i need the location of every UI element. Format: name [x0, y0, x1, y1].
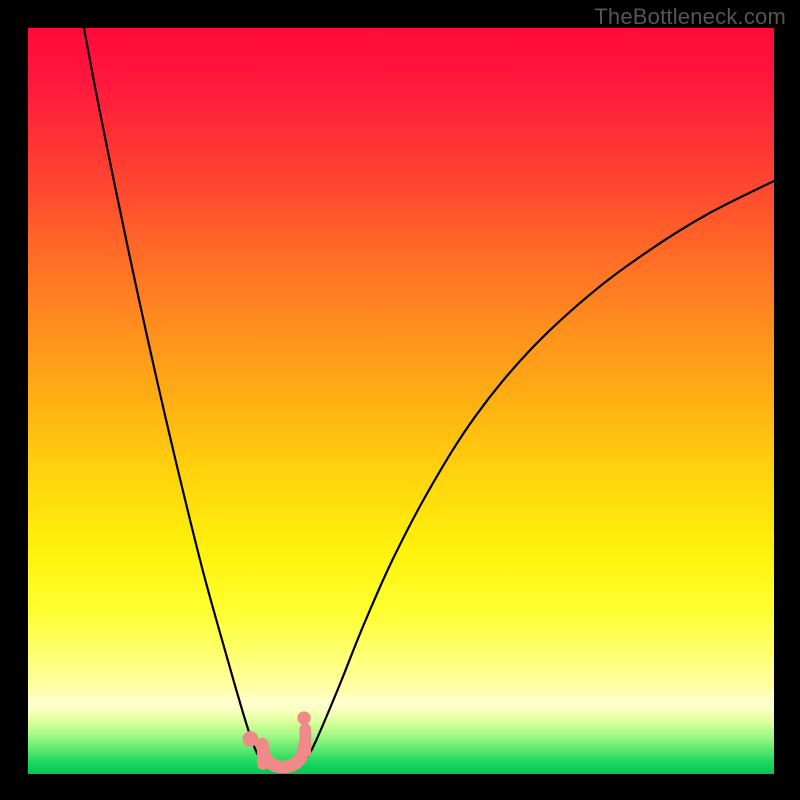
curve-layer	[28, 28, 774, 774]
overlay-left-dot	[242, 731, 258, 747]
overlay-u-stroke	[262, 744, 305, 767]
curve-left-branch	[84, 28, 262, 759]
overlay-right-dot	[297, 711, 310, 724]
overlay-right-rect	[300, 723, 312, 757]
curve-right-branch	[306, 181, 774, 759]
plot-area	[28, 28, 774, 774]
chart-stage: TheBottleneck.com	[0, 0, 800, 800]
watermark-text: TheBottleneck.com	[594, 4, 786, 30]
